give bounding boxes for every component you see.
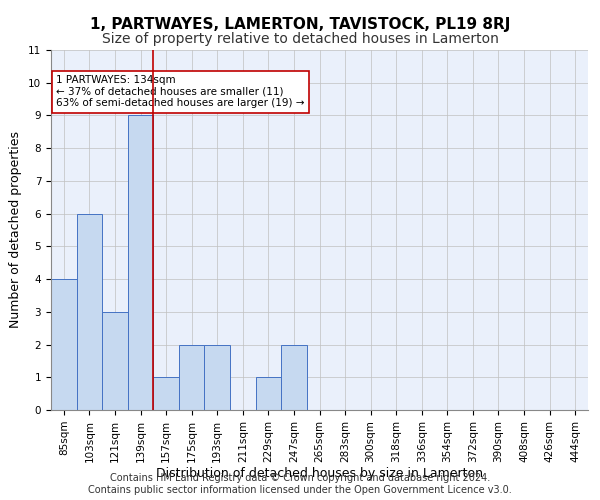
Text: 1, PARTWAYES, LAMERTON, TAVISTOCK, PL19 8RJ: 1, PARTWAYES, LAMERTON, TAVISTOCK, PL19 … [90, 18, 510, 32]
Bar [179, 344, 205, 410]
Bar [281, 344, 307, 410]
Bar [128, 116, 153, 410]
Bar [256, 378, 281, 410]
Text: Size of property relative to detached houses in Lamerton: Size of property relative to detached ho… [101, 32, 499, 46]
Text: 1 PARTWAYES: 134sqm
← 37% of detached houses are smaller (11)
63% of semi-detach: 1 PARTWAYES: 134sqm ← 37% of detached ho… [56, 75, 305, 108]
Bar [102, 312, 128, 410]
Y-axis label: Number of detached properties: Number of detached properties [10, 132, 22, 328]
X-axis label: Distribution of detached houses by size in Lamerton: Distribution of detached houses by size … [156, 468, 483, 480]
Bar [51, 279, 77, 410]
Text: Contains HM Land Registry data © Crown copyright and database right 2024.
Contai: Contains HM Land Registry data © Crown c… [88, 474, 512, 495]
Bar [205, 344, 230, 410]
Bar [77, 214, 102, 410]
Bar [153, 378, 179, 410]
